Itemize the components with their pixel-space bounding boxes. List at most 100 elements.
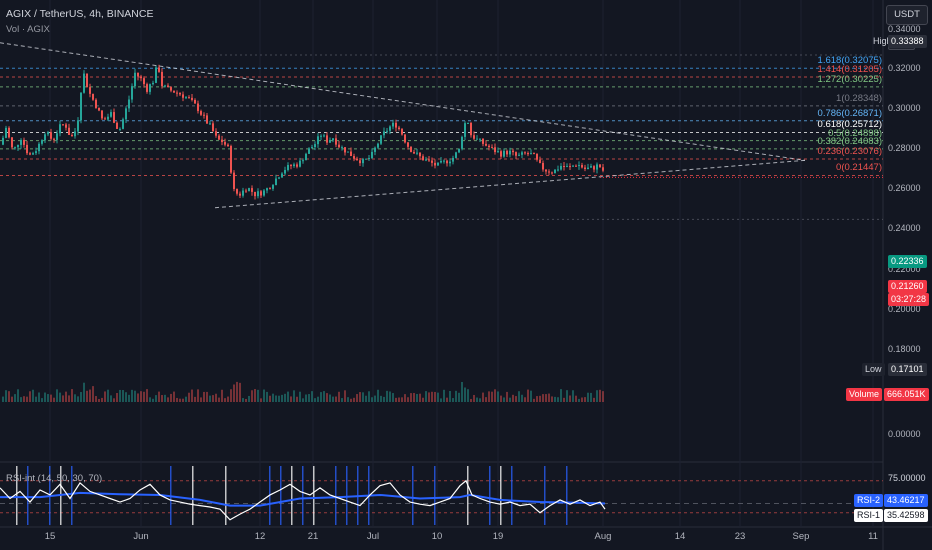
candle-body	[428, 159, 430, 161]
candle-body	[365, 158, 367, 160]
volume-bar	[554, 396, 556, 402]
volume-bar	[467, 389, 469, 402]
candle-body	[359, 160, 361, 164]
volume-bar	[476, 397, 478, 402]
currency-button[interactable]: USDT	[886, 5, 928, 25]
volume-bar	[473, 394, 475, 402]
volume-bar	[218, 397, 220, 402]
rsi2-label-tag: RSI-2	[854, 494, 884, 507]
volume-bar	[281, 394, 283, 402]
volume-bar	[449, 390, 451, 402]
candle-body	[29, 153, 31, 155]
volume-bar	[17, 389, 19, 402]
candle-body	[155, 67, 157, 83]
volume-bar	[152, 398, 154, 402]
candle-body	[455, 152, 457, 158]
candle-body	[314, 144, 316, 148]
volume-bar	[581, 397, 583, 402]
volume-bar	[494, 389, 496, 402]
volume-bar	[173, 391, 175, 402]
volume-bar	[233, 384, 235, 402]
upper-trendline	[0, 42, 806, 161]
candle-body	[5, 127, 7, 138]
volume-bar	[224, 398, 226, 402]
candle-body	[416, 152, 418, 154]
candle-body	[575, 165, 577, 167]
volume-bar	[83, 382, 85, 402]
candle-body	[494, 147, 496, 153]
volume-bar	[266, 391, 268, 402]
volume-bar	[206, 391, 208, 402]
candle-body	[584, 167, 586, 170]
candle-body	[212, 123, 214, 132]
candle-body	[20, 139, 22, 145]
volume-bar	[563, 397, 565, 402]
time-tick-label: Jul	[366, 531, 380, 542]
time-tick-label: Jun	[133, 531, 149, 542]
candle-body	[173, 90, 175, 93]
fib-label: 0.382(0.24083)	[817, 135, 882, 147]
volume-bar	[59, 392, 61, 402]
time-tick-label: 10	[431, 531, 443, 542]
candle-body	[368, 158, 370, 160]
volume-bar	[347, 397, 349, 402]
fib-label: 1(0.28348)	[836, 92, 882, 104]
volume-bar	[506, 391, 508, 402]
high-label: High	[873, 36, 892, 46]
candle-body	[191, 97, 193, 100]
candle-body	[59, 124, 61, 134]
volume-bar	[386, 390, 388, 402]
candle-body	[497, 151, 499, 153]
candle-body	[356, 158, 358, 161]
volume-bar	[299, 391, 301, 402]
volume-bar	[62, 395, 64, 402]
volume-bar	[572, 390, 574, 402]
volume-bar	[29, 391, 31, 402]
volume-bar	[119, 389, 121, 402]
candle-body	[209, 123, 211, 125]
candle-body	[305, 153, 307, 161]
candle-body	[467, 122, 469, 124]
rsi-signal-bar	[280, 466, 282, 525]
candle-body	[176, 92, 178, 94]
fib-label: 0.236(0.23076)	[817, 146, 882, 158]
volume-bar	[335, 396, 337, 402]
candle-body	[68, 127, 70, 135]
volume-bar	[602, 391, 604, 402]
candle-body	[437, 162, 439, 166]
candle-body	[530, 153, 532, 155]
volume-bar	[92, 386, 94, 402]
volume-bar	[101, 397, 103, 402]
volume-bar	[584, 397, 586, 402]
candle-body	[308, 148, 310, 154]
time-tick-label: 11	[868, 531, 878, 542]
volume-bar	[146, 389, 148, 402]
volume-bar	[344, 390, 346, 402]
candle-body	[431, 160, 433, 163]
candle-body	[203, 114, 205, 116]
candle-body	[602, 167, 604, 171]
volume-bar	[284, 393, 286, 402]
volume-bar	[182, 398, 184, 402]
candle-body	[470, 122, 472, 136]
volume-bar	[359, 392, 361, 402]
price-tick-label: 0.00000	[888, 429, 921, 439]
candle-body	[86, 73, 88, 88]
rsi-indicator-title: RSI-int (14, 50, 30, 70)	[6, 473, 103, 484]
candle-body	[551, 172, 553, 174]
volume-bar	[356, 394, 358, 402]
volume-bar	[53, 397, 55, 402]
candle-body	[353, 156, 355, 159]
rsi-signal-bar	[302, 466, 304, 525]
volume-bar	[512, 394, 514, 402]
volume-label-tag: Volume	[846, 388, 883, 401]
candle-body	[32, 153, 34, 155]
volume-bar	[215, 393, 217, 402]
candle-body	[512, 150, 514, 153]
candle-body	[275, 178, 277, 186]
candle-body	[278, 177, 280, 179]
time-tick-label: 12	[254, 531, 266, 542]
volume-bar	[158, 391, 160, 402]
volume-bar	[392, 393, 394, 402]
